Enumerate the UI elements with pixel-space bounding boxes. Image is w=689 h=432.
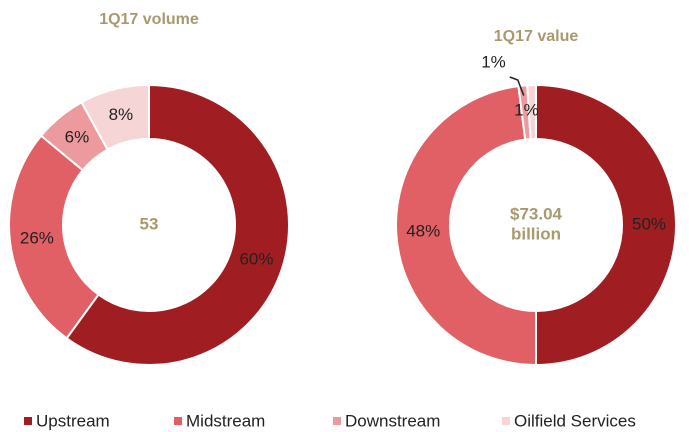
legend-swatch	[174, 417, 182, 425]
legend-label: Oilfield Services	[514, 411, 636, 430]
data-label: 26%	[20, 229, 54, 248]
center-label: billion	[511, 224, 561, 243]
leader-line	[509, 76, 525, 96]
legend-label: Midstream	[186, 411, 265, 430]
donut-slice	[8, 134, 100, 340]
data-label: 50%	[632, 214, 666, 233]
chart-title: 1Q17 volume	[99, 11, 199, 28]
data-label: 60%	[239, 249, 273, 268]
donut-slice	[395, 84, 537, 367]
donut-slice	[526, 83, 537, 141]
legend-label: Upstream	[36, 411, 110, 430]
center-label: 53	[140, 214, 159, 233]
donut-slice	[535, 83, 677, 367]
data-label: 6%	[65, 127, 90, 146]
data-label: 1%	[514, 101, 539, 120]
legend-label: Downstream	[345, 411, 440, 430]
chart-title: 1Q17 value	[494, 28, 579, 45]
legend-swatch	[333, 417, 341, 425]
legend-swatch	[24, 417, 32, 425]
donut-slice	[65, 83, 290, 366]
center-label: $73.04	[510, 204, 563, 223]
legend-swatch	[502, 417, 510, 425]
data-label: 1%	[481, 52, 506, 71]
donut-slice	[80, 83, 150, 151]
data-label: 48%	[406, 222, 440, 241]
data-label: 8%	[109, 105, 134, 124]
